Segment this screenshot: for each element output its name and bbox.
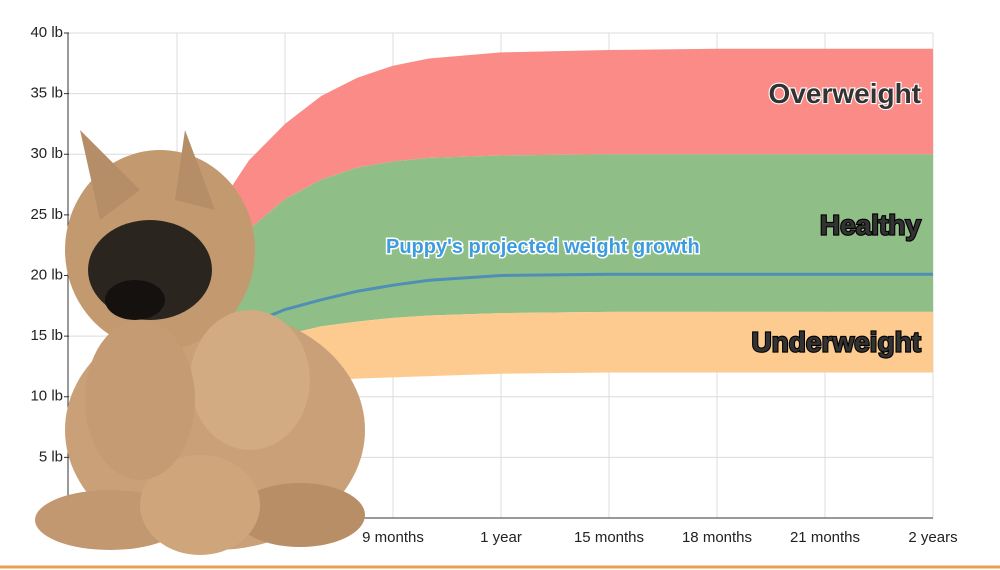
projection-label: Puppy's projected weight growth [386,236,700,258]
band [177,154,933,385]
x-tick-label: 18 months [682,529,752,546]
y-tick-label: 35 lb [30,85,63,102]
y-tick-label: 25 lb [30,206,63,223]
puppy-photo [35,130,365,555]
band-label: Overweight [769,78,921,109]
x-tick-label: 15 months [574,529,644,546]
x-tick-label: 9 months [362,529,424,546]
y-tick-label: 15 lb [30,327,63,344]
y-tick-label: 40 lb [30,24,63,41]
y-tick-label: 20 lb [30,266,63,283]
band-label: Healthy [820,209,922,240]
band [177,48,933,325]
x-tick-label: 21 months [790,529,860,546]
x-tick-label: 2 years [908,529,957,546]
band-label: Underweight [751,327,921,358]
y-tick-label: 5 lb [39,448,63,465]
x-tick-label: 1 year [480,529,522,546]
y-tick-label: 30 lb [30,145,63,162]
band [177,311,933,421]
y-tick-label: 10 lb [30,388,63,405]
